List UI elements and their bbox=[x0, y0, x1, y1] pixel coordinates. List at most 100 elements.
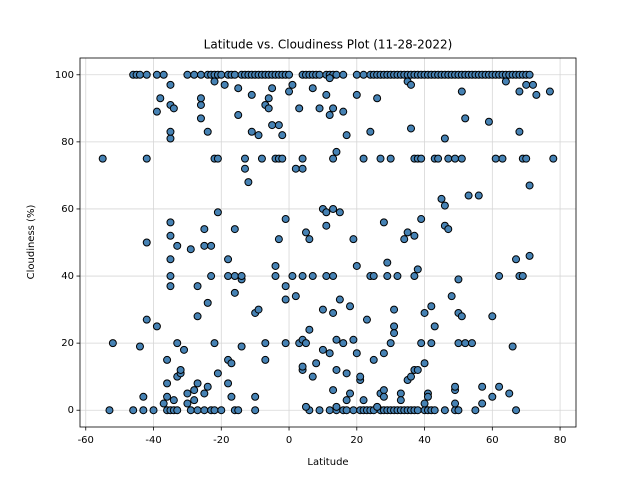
point bbox=[213, 154, 222, 163]
point bbox=[352, 261, 361, 270]
y-tick-label: 60 bbox=[61, 204, 74, 215]
point bbox=[318, 305, 327, 314]
point bbox=[163, 355, 172, 364]
point bbox=[261, 339, 270, 348]
chart-title: Latitude vs. Cloudiness Plot (11-28-2022… bbox=[204, 38, 453, 52]
point bbox=[332, 365, 341, 374]
point bbox=[451, 154, 460, 163]
point bbox=[315, 70, 324, 79]
point bbox=[271, 261, 280, 270]
point bbox=[203, 382, 212, 391]
point bbox=[383, 272, 392, 281]
point bbox=[295, 104, 304, 113]
point bbox=[135, 70, 144, 79]
point bbox=[308, 272, 317, 281]
point bbox=[285, 87, 294, 96]
point bbox=[210, 339, 219, 348]
point bbox=[417, 154, 426, 163]
point bbox=[359, 70, 368, 79]
point bbox=[393, 272, 402, 281]
point bbox=[217, 406, 226, 415]
point bbox=[386, 154, 395, 163]
point bbox=[264, 94, 273, 103]
point bbox=[305, 325, 314, 334]
point bbox=[339, 107, 348, 116]
point bbox=[322, 272, 331, 281]
point bbox=[230, 225, 239, 234]
point bbox=[451, 382, 460, 391]
point bbox=[315, 406, 324, 415]
point bbox=[237, 272, 246, 281]
point bbox=[379, 392, 388, 401]
point bbox=[329, 272, 338, 281]
point bbox=[325, 74, 334, 83]
point bbox=[417, 339, 426, 348]
point bbox=[305, 235, 314, 244]
point bbox=[196, 100, 205, 109]
point bbox=[362, 315, 371, 324]
point bbox=[390, 322, 399, 331]
point bbox=[318, 345, 327, 354]
point bbox=[281, 215, 290, 224]
point bbox=[335, 295, 344, 304]
point bbox=[288, 272, 297, 281]
point bbox=[268, 121, 277, 130]
point bbox=[254, 305, 263, 314]
point bbox=[501, 77, 510, 86]
point bbox=[332, 70, 341, 79]
point bbox=[230, 70, 239, 79]
point bbox=[359, 154, 368, 163]
point bbox=[457, 312, 466, 321]
point bbox=[322, 221, 331, 230]
point bbox=[440, 406, 449, 415]
point bbox=[251, 392, 260, 401]
point bbox=[274, 235, 283, 244]
point bbox=[190, 70, 199, 79]
x-tick-label: -20 bbox=[213, 435, 229, 446]
point bbox=[247, 90, 256, 99]
point bbox=[298, 362, 307, 371]
point bbox=[166, 134, 175, 143]
point bbox=[505, 389, 514, 398]
point bbox=[464, 191, 473, 200]
point bbox=[461, 339, 470, 348]
point bbox=[379, 349, 388, 358]
point bbox=[427, 302, 436, 311]
point bbox=[342, 406, 351, 415]
point bbox=[237, 342, 246, 351]
point bbox=[278, 131, 287, 140]
point bbox=[234, 111, 243, 120]
point bbox=[545, 87, 554, 96]
point bbox=[484, 117, 493, 126]
y-tick-label: 40 bbox=[61, 271, 74, 282]
point bbox=[396, 396, 405, 405]
point bbox=[230, 272, 239, 281]
point bbox=[471, 406, 480, 415]
point bbox=[173, 406, 182, 415]
point bbox=[461, 114, 470, 123]
point bbox=[515, 127, 524, 136]
point bbox=[518, 272, 527, 281]
point bbox=[183, 70, 192, 79]
point bbox=[291, 292, 300, 301]
point bbox=[339, 70, 348, 79]
point bbox=[261, 355, 270, 364]
point bbox=[186, 245, 195, 254]
point bbox=[488, 312, 497, 321]
point bbox=[196, 114, 205, 123]
point bbox=[240, 154, 249, 163]
point bbox=[379, 218, 388, 227]
point bbox=[339, 339, 348, 348]
point bbox=[525, 181, 534, 190]
point bbox=[264, 104, 273, 113]
point bbox=[532, 90, 541, 99]
point bbox=[444, 154, 453, 163]
point bbox=[152, 107, 161, 116]
point bbox=[224, 272, 233, 281]
point bbox=[352, 90, 361, 99]
x-tick-label: 80 bbox=[554, 435, 567, 446]
point bbox=[451, 399, 460, 408]
point bbox=[149, 406, 158, 415]
point bbox=[220, 80, 229, 89]
point bbox=[200, 389, 209, 398]
